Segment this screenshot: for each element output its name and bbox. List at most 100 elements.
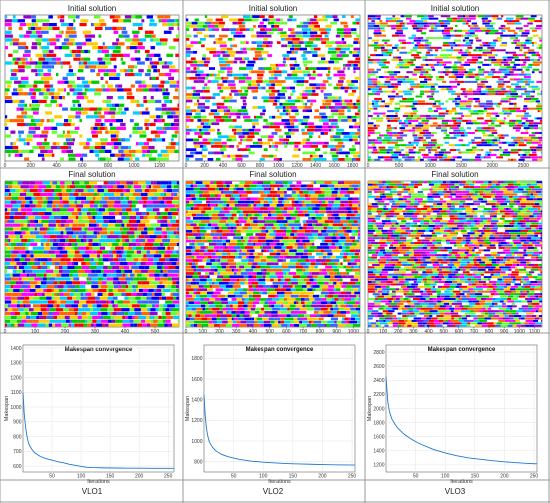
gantt-task (481, 90, 488, 93)
gantt-task (63, 285, 68, 289)
gantt-task (108, 188, 116, 193)
gantt-task (352, 21, 357, 25)
gantt-task (26, 134, 34, 138)
gantt-task (22, 269, 26, 273)
gantt-task (411, 54, 420, 57)
gantt-task (249, 184, 257, 188)
gantt-task (42, 49, 49, 54)
gantt-task (499, 49, 506, 52)
gantt-task (393, 146, 400, 149)
gantt-task (121, 208, 126, 212)
gantt-task (207, 138, 214, 142)
gantt-task (34, 88, 41, 92)
gantt-task (203, 190, 209, 194)
gantt-task (42, 38, 49, 42)
gantt-task (93, 15, 101, 19)
gantt-task (296, 83, 305, 87)
gantt-task (25, 304, 31, 308)
gantt-task (97, 157, 100, 161)
gantt-task (394, 144, 401, 147)
gantt-task (69, 315, 78, 320)
gantt-task (407, 119, 416, 122)
gantt-task (487, 141, 491, 144)
gantt-task (135, 142, 139, 146)
gantt-task (110, 192, 114, 197)
gantt-task (368, 151, 372, 154)
gantt-task (428, 63, 434, 66)
gantt-task (519, 49, 523, 52)
gantt-task (110, 134, 117, 138)
gantt-task (92, 46, 99, 50)
gantt-task (167, 231, 174, 235)
gantt-task (343, 47, 350, 51)
gantt-task (368, 107, 374, 110)
gantt-task (176, 261, 179, 266)
gantt-task (261, 184, 270, 188)
gantt-task (25, 138, 33, 142)
gantt-task (256, 73, 264, 77)
gantt-task (441, 129, 448, 132)
gantt-task (200, 187, 208, 191)
gantt-task (5, 265, 8, 270)
gantt-task (220, 106, 228, 109)
gantt-task (276, 229, 284, 233)
gantt-task (9, 188, 16, 193)
gantt-task (510, 110, 517, 113)
gantt-task (249, 86, 257, 90)
gantt-task (111, 300, 115, 304)
gantt-task (58, 288, 64, 293)
gantt-task (40, 285, 47, 289)
gantt-task (423, 24, 427, 27)
gantt-task (167, 273, 175, 277)
gantt-task (37, 61, 43, 65)
gantt-task (171, 277, 179, 281)
gantt-task (234, 203, 242, 207)
gantt-task (216, 239, 222, 243)
gantt-task (108, 258, 114, 262)
gantt-task (293, 80, 297, 83)
gantt-task (81, 212, 87, 216)
gantt-task (169, 258, 178, 262)
gantt-task (263, 37, 268, 41)
gantt-task (169, 80, 177, 84)
gantt-task (56, 300, 61, 304)
gantt-task (25, 231, 31, 235)
gantt-task (358, 57, 360, 61)
gantt-task (484, 153, 488, 156)
gantt-task (497, 134, 501, 137)
gantt-task (276, 216, 284, 220)
gantt-task (78, 192, 81, 197)
gantt-task (499, 119, 502, 122)
gantt-task (97, 126, 100, 130)
gantt-task (113, 292, 122, 296)
gantt-task (377, 44, 385, 47)
gantt-task (123, 149, 129, 154)
gantt-task (464, 37, 469, 40)
gantt-task (47, 258, 52, 262)
gantt-task (53, 281, 58, 285)
gantt-task (174, 273, 178, 277)
gantt-task (526, 73, 531, 76)
gantt-task (24, 65, 32, 69)
gantt-task (224, 181, 233, 184)
gantt-task (23, 288, 30, 293)
gantt-task (235, 233, 241, 236)
gantt-task (47, 196, 54, 200)
gantt-task (374, 158, 381, 161)
gantt-task (303, 223, 308, 227)
gantt-task (319, 28, 326, 31)
gantt-task (473, 105, 480, 108)
gantt-task (473, 49, 477, 52)
gantt-task (135, 196, 142, 200)
gantt-task (131, 185, 134, 189)
gantt-task (223, 109, 227, 113)
gantt-task (252, 226, 257, 230)
gantt-task (43, 80, 50, 84)
gantt-task (402, 97, 407, 100)
gantt-task (428, 44, 432, 47)
gantt-task (31, 22, 35, 27)
gantt-task (396, 78, 404, 81)
gantt-task (193, 184, 198, 188)
gantt-task (226, 233, 231, 236)
gantt-task (260, 200, 264, 204)
